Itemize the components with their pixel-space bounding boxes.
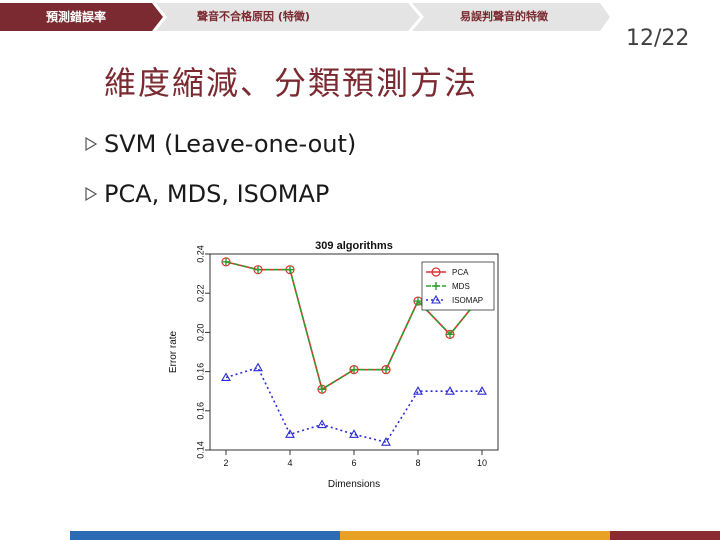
y-tick-label: 0.16 (195, 363, 205, 381)
legend-marker-mds (432, 282, 440, 290)
bullet-text-svm: SVM (Leave-one-out) (104, 130, 357, 158)
legend-marker-isomap (431, 294, 441, 304)
x-tick-label: 6 (351, 458, 356, 468)
data-point-isomap (285, 429, 295, 438)
strip-segment-orange (340, 531, 610, 540)
data-point-isomap (349, 429, 359, 438)
data-point-isomap (413, 386, 423, 395)
x-tick-label: 8 (415, 458, 420, 468)
data-point-mds (414, 297, 422, 306)
y-tick-label: 0.20 (195, 324, 205, 342)
section-nav-background (0, 3, 610, 31)
y-axis-label: Error rate (168, 330, 179, 373)
tab-shape-features[interactable] (412, 3, 610, 31)
bottom-color-strip (0, 531, 720, 540)
x-tick-label: 2 (223, 458, 228, 468)
legend-label-mds: MDS (452, 282, 470, 291)
strip-segment-blue (70, 531, 340, 540)
legend-label-pca: PCA (452, 268, 469, 277)
page-number: 12/22 (626, 26, 690, 51)
section-nav: 預測錯誤率 聲音不合格原因 (特徵) 易誤判聲音的特徵 (0, 0, 610, 34)
tab-shape-reasons[interactable] (156, 3, 420, 31)
data-point-isomap (253, 362, 263, 372)
data-point-isomap (445, 386, 455, 395)
strip-segment-white (0, 531, 70, 540)
y-tick-label: 0.22 (195, 284, 205, 302)
tab-prediction-error[interactable]: 預測錯誤率 (46, 10, 107, 24)
data-point-mds (254, 265, 262, 274)
slide-title: 維度縮減、分類預測方法 (104, 64, 479, 102)
data-point-mds (318, 385, 326, 394)
chart-title: 309 algorithms (315, 240, 393, 252)
legend-label-isomap: ISOMAP (452, 296, 483, 305)
error-rate-chart: 309 algorithms Dimensions Error rate 2 4 6 8 10… (166, 232, 506, 494)
tab-sound-fail-reasons[interactable]: 聲音不合格原因 (特徵) (197, 10, 310, 23)
bullet-text-methods: PCA, MDS, ISOMAP (104, 180, 330, 208)
data-point-isomap (381, 437, 391, 446)
data-point-mds (446, 330, 454, 339)
strip-segment-red (610, 531, 720, 540)
tab-misjudged-features[interactable]: 易誤判聲音的特徵 (460, 10, 548, 23)
x-axis-label: Dimensions (328, 479, 380, 490)
y-tick-label: 0.14 (195, 441, 205, 459)
bullet-item: SVM (Leave-one-out) (84, 126, 356, 162)
x-tick-label: 4 (287, 458, 292, 468)
bullet-item: PCA, MDS, ISOMAP (84, 176, 356, 212)
bullet-list: SVM (Leave-one-out) PCA, MDS, ISOMAP (84, 126, 356, 226)
y-tick-label: 0.16 (195, 402, 205, 420)
data-point-mds (382, 365, 390, 374)
triangle-outline-icon (85, 136, 98, 152)
chart-svg: 309 algorithms Dimensions Error rate 2 4 6 8 10… (168, 240, 499, 490)
data-point-mds (350, 365, 358, 374)
legend-marker-pca (431, 267, 441, 277)
tab-shape-active[interactable] (0, 3, 163, 31)
data-point-mds (286, 265, 294, 274)
data-point-isomap (221, 372, 231, 382)
y-tick-label: 0.24 (195, 245, 205, 263)
data-point-isomap (477, 386, 487, 395)
data-point-mds (222, 257, 230, 266)
data-point-isomap (317, 419, 327, 429)
x-tick-label: 10 (477, 458, 487, 468)
triangle-outline-icon (85, 186, 98, 202)
